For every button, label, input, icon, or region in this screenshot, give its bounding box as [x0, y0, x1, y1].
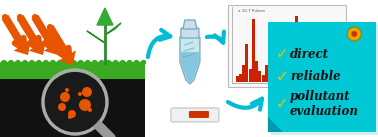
- Polygon shape: [183, 20, 197, 29]
- Bar: [306, 75, 309, 82]
- Bar: [249, 69, 252, 82]
- Circle shape: [58, 103, 66, 111]
- Bar: [235, 76, 239, 82]
- FancyBboxPatch shape: [171, 108, 219, 122]
- FancyBboxPatch shape: [181, 28, 199, 38]
- Circle shape: [68, 110, 76, 118]
- Bar: [284, 75, 287, 82]
- FancyBboxPatch shape: [268, 22, 376, 132]
- Polygon shape: [181, 52, 199, 83]
- Polygon shape: [87, 31, 105, 43]
- Bar: [245, 44, 248, 82]
- Bar: [258, 72, 261, 82]
- Bar: [279, 68, 282, 82]
- Circle shape: [79, 99, 91, 111]
- Bar: [295, 15, 298, 82]
- Bar: [273, 29, 276, 82]
- Bar: [327, 72, 330, 82]
- Bar: [0, 72, 145, 137]
- Bar: [301, 68, 304, 82]
- FancyBboxPatch shape: [271, 25, 378, 135]
- FancyBboxPatch shape: [189, 111, 209, 118]
- Text: direct: direct: [290, 48, 329, 61]
- Circle shape: [60, 92, 70, 102]
- Bar: [265, 65, 268, 82]
- Bar: [314, 72, 318, 82]
- Polygon shape: [59, 50, 76, 65]
- Polygon shape: [2, 15, 26, 48]
- Polygon shape: [14, 40, 31, 55]
- Polygon shape: [180, 37, 200, 84]
- Circle shape: [45, 72, 105, 132]
- Bar: [239, 74, 242, 82]
- Bar: [228, 5, 346, 87]
- Circle shape: [82, 87, 92, 97]
- Bar: [0, 63, 145, 79]
- Bar: [310, 37, 313, 82]
- Polygon shape: [105, 23, 121, 35]
- Polygon shape: [29, 40, 46, 55]
- Circle shape: [88, 108, 92, 112]
- Circle shape: [347, 27, 361, 41]
- Polygon shape: [268, 117, 283, 132]
- Text: pollutant
evaluation: pollutant evaluation: [290, 90, 359, 118]
- Bar: [332, 58, 335, 82]
- Text: x 10.7 Pulses: x 10.7 Pulses: [238, 9, 265, 13]
- Polygon shape: [97, 8, 113, 25]
- Text: ✓: ✓: [276, 69, 289, 85]
- Bar: [336, 44, 339, 82]
- Circle shape: [351, 31, 357, 37]
- Circle shape: [68, 115, 72, 119]
- Circle shape: [78, 92, 82, 96]
- Polygon shape: [46, 25, 71, 58]
- Bar: [323, 22, 326, 82]
- Polygon shape: [32, 15, 56, 48]
- Bar: [269, 74, 272, 82]
- Text: reliable: reliable: [290, 71, 341, 83]
- Text: ✓: ✓: [276, 46, 289, 62]
- Bar: [255, 61, 258, 82]
- Bar: [262, 75, 265, 82]
- Text: ✓: ✓: [276, 96, 289, 112]
- Bar: [242, 65, 245, 82]
- Bar: [290, 72, 293, 82]
- Bar: [252, 19, 255, 82]
- Polygon shape: [44, 40, 61, 55]
- Bar: [319, 75, 322, 82]
- Polygon shape: [17, 15, 41, 48]
- Circle shape: [65, 88, 69, 92]
